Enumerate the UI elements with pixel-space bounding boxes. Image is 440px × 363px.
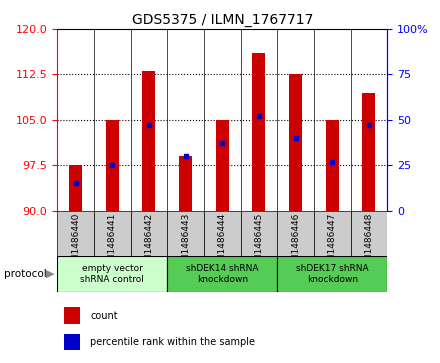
Point bbox=[329, 159, 336, 164]
Point bbox=[182, 153, 189, 159]
Point bbox=[255, 113, 262, 119]
Text: GSM1486442: GSM1486442 bbox=[144, 213, 154, 273]
Bar bbox=[204, 211, 241, 256]
Bar bbox=[131, 211, 167, 256]
Title: GDS5375 / ILMN_1767717: GDS5375 / ILMN_1767717 bbox=[132, 13, 313, 26]
Bar bbox=[69, 165, 82, 211]
Bar bbox=[289, 74, 302, 211]
Text: GSM1486443: GSM1486443 bbox=[181, 213, 190, 273]
Bar bbox=[57, 256, 167, 292]
Bar bbox=[241, 211, 277, 256]
Bar bbox=[57, 211, 94, 256]
Point bbox=[365, 122, 372, 128]
Point bbox=[292, 135, 299, 141]
Point bbox=[219, 140, 226, 146]
Text: ▶: ▶ bbox=[46, 269, 55, 279]
Point bbox=[145, 122, 152, 128]
Text: GSM1486448: GSM1486448 bbox=[364, 213, 374, 273]
Bar bbox=[253, 53, 265, 211]
Bar bbox=[179, 156, 192, 211]
Text: empty vector
shRNA control: empty vector shRNA control bbox=[80, 264, 144, 284]
Bar bbox=[216, 120, 229, 211]
Text: shDEK17 shRNA
knockdown: shDEK17 shRNA knockdown bbox=[296, 264, 369, 284]
Text: protocol: protocol bbox=[4, 269, 47, 279]
Bar bbox=[277, 256, 387, 292]
Bar bbox=[314, 211, 351, 256]
Point bbox=[72, 180, 79, 186]
Bar bbox=[64, 307, 80, 324]
Text: count: count bbox=[90, 311, 118, 321]
Bar bbox=[106, 120, 119, 211]
Text: GSM1486441: GSM1486441 bbox=[108, 213, 117, 273]
Text: GSM1486447: GSM1486447 bbox=[328, 213, 337, 273]
Bar bbox=[94, 211, 131, 256]
Text: GSM1486440: GSM1486440 bbox=[71, 213, 80, 273]
Bar bbox=[167, 211, 204, 256]
Text: shDEK14 shRNA
knockdown: shDEK14 shRNA knockdown bbox=[186, 264, 258, 284]
Bar bbox=[351, 211, 387, 256]
Text: GSM1486444: GSM1486444 bbox=[218, 213, 227, 273]
Text: percentile rank within the sample: percentile rank within the sample bbox=[90, 337, 255, 347]
Text: GSM1486446: GSM1486446 bbox=[291, 213, 300, 273]
Bar bbox=[363, 93, 375, 211]
Bar bbox=[277, 211, 314, 256]
Bar bbox=[326, 120, 339, 211]
Text: GSM1486445: GSM1486445 bbox=[254, 213, 264, 273]
Bar bbox=[167, 256, 277, 292]
Point bbox=[109, 162, 116, 168]
Bar bbox=[64, 334, 80, 350]
Bar bbox=[143, 72, 155, 211]
